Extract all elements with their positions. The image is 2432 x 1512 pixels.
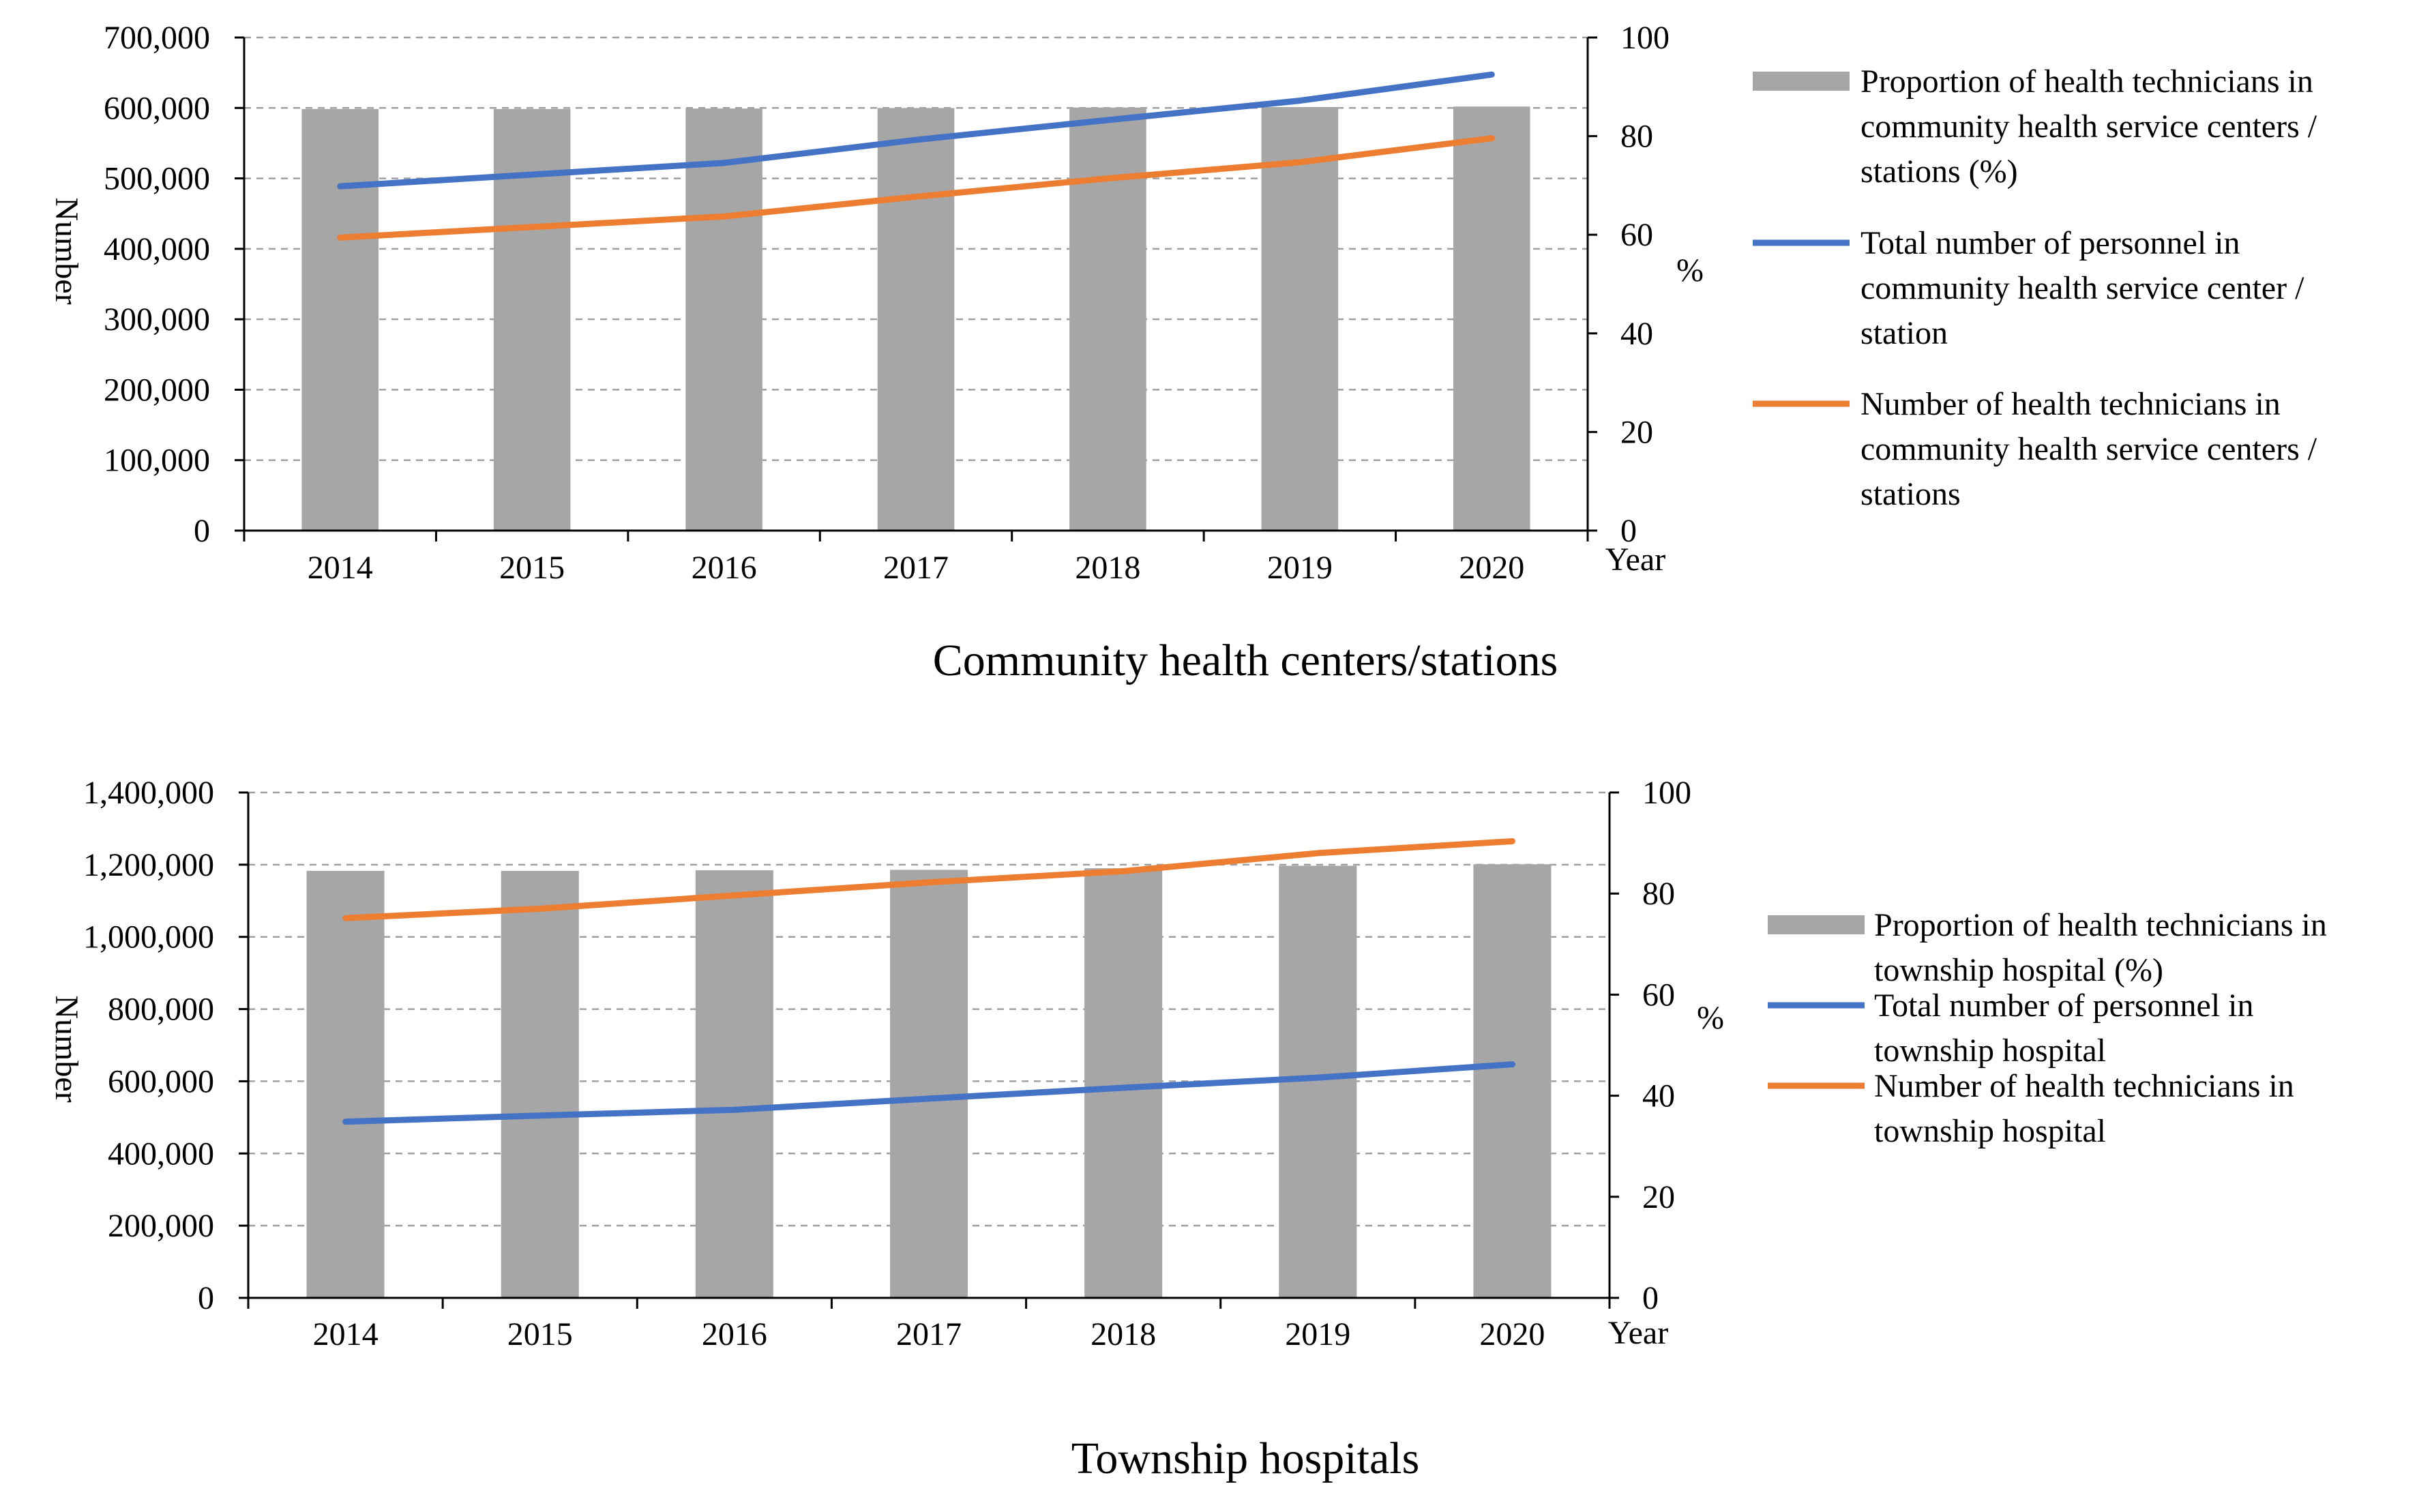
legend-item: Number of health technicians in community… bbox=[1753, 386, 2317, 512]
y-tick-label: 200,000 bbox=[108, 1208, 214, 1244]
bar-2017 bbox=[889, 870, 968, 1298]
legend-label: stations (%) bbox=[1860, 153, 2018, 190]
y2-tick-label: 20 bbox=[1642, 1179, 1675, 1215]
legend-item: Total number of personnel in community he… bbox=[1753, 225, 2304, 351]
y-axis-title: Number bbox=[48, 995, 85, 1102]
y-tick-label: 500,000 bbox=[104, 161, 210, 197]
x-tick-label-2018: 2018 bbox=[1091, 1316, 1156, 1352]
legend-label: township hospital (%) bbox=[1874, 952, 2163, 988]
x-tick-label-2018: 2018 bbox=[1075, 550, 1140, 586]
y-tick-label: 100,000 bbox=[104, 443, 210, 479]
legend-label: Number of health technicians in bbox=[1874, 1068, 2294, 1104]
legend-label: Total number of personnel in bbox=[1874, 988, 2254, 1024]
legend-label: township hospital bbox=[1874, 1033, 2106, 1069]
y-axis-title: Number bbox=[48, 197, 85, 304]
y-tick-label: 600,000 bbox=[104, 90, 210, 126]
x-tick-label-2017: 2017 bbox=[883, 550, 949, 586]
legend-label: Total number of personnel in bbox=[1860, 225, 2240, 261]
legend-item: Proportion of health technicians in commu… bbox=[1753, 63, 2317, 190]
x-tick-label-2019: 2019 bbox=[1267, 550, 1333, 586]
y-tick-label: 400,000 bbox=[108, 1136, 214, 1172]
x-tick-label-2017: 2017 bbox=[896, 1316, 962, 1352]
series-line-total-personnel bbox=[337, 71, 1495, 190]
chart-title: Township hospitals bbox=[1071, 1434, 1420, 1483]
y-tick-label: 1,400,000 bbox=[83, 775, 214, 811]
x-tick-label-2020: 2020 bbox=[1459, 550, 1524, 586]
chart-township-hospitals: 0 200,000 400,000 600,000 800,000 1,000,000 1,… bbox=[48, 775, 2327, 1483]
y2-tick-label: 100 bbox=[1620, 20, 1670, 56]
y2-tick-label: 80 bbox=[1642, 876, 1675, 912]
series-line-total-personnel bbox=[342, 1061, 1515, 1125]
y2-tick-label: 80 bbox=[1620, 119, 1653, 155]
legend-swatch-bar bbox=[1753, 72, 1850, 91]
chart-community-health: 0 100,000 200,000 300,000 400,000 500,000 600,… bbox=[48, 20, 2317, 685]
bar-2020 bbox=[1453, 106, 1530, 531]
legend-label: Number of health technicians in bbox=[1860, 386, 2281, 422]
legend-item: Number of health technicians in township … bbox=[1768, 1068, 2294, 1149]
legend-label: Proportion of health technicians in bbox=[1874, 907, 2327, 943]
y2-tick-label: 0 bbox=[1642, 1280, 1659, 1316]
y2-tick-label: 40 bbox=[1620, 316, 1653, 352]
bar-2017 bbox=[877, 108, 955, 531]
bar-2018 bbox=[1084, 868, 1163, 1298]
y-tick-label: 400,000 bbox=[104, 231, 210, 267]
x-tick-label-2020: 2020 bbox=[1479, 1316, 1545, 1352]
series-line-health-technicians bbox=[337, 135, 1495, 241]
legend-label: station bbox=[1860, 315, 1948, 351]
series-line-health-technicians bbox=[342, 837, 1515, 921]
bar-2019 bbox=[1261, 106, 1339, 531]
legend-label: township hospital bbox=[1874, 1113, 2106, 1149]
legend-label: community health service centers / bbox=[1860, 431, 2317, 467]
y-tick-label: 1,000,000 bbox=[83, 919, 214, 955]
legend-item: Total number of personnel in township hos… bbox=[1768, 988, 2254, 1069]
y-tick-label: 200,000 bbox=[104, 372, 210, 408]
y2-tick-label: 20 bbox=[1620, 414, 1653, 450]
legend-item: Proportion of health technicians in towns… bbox=[1768, 907, 2327, 988]
legend-label: community health service center / bbox=[1860, 270, 2304, 306]
x-tick-label-2015: 2015 bbox=[507, 1316, 573, 1352]
y2-tick-label: 40 bbox=[1642, 1078, 1675, 1114]
y2-tick-label: 60 bbox=[1620, 217, 1653, 253]
bar-2015 bbox=[493, 108, 571, 531]
y-tick-label: 800,000 bbox=[108, 992, 214, 1028]
bar-2016 bbox=[695, 870, 773, 1298]
chart-title: Community health centers/stations bbox=[933, 636, 1558, 685]
y-tick-label: 1,200,000 bbox=[83, 847, 214, 883]
y-tick-label: 0 bbox=[194, 513, 210, 549]
legend-label: community health service centers / bbox=[1860, 108, 2317, 145]
x-axis-title: Year bbox=[1605, 542, 1665, 578]
y2-tick-label: 60 bbox=[1642, 977, 1675, 1013]
legend-label: stations bbox=[1860, 476, 1961, 512]
y2-tick-label: 0 bbox=[1620, 513, 1637, 549]
x-tick-label-2015: 2015 bbox=[499, 550, 565, 586]
legend-label: Proportion of health technicians in bbox=[1860, 63, 2313, 100]
legend-swatch-bar bbox=[1768, 915, 1865, 934]
x-tick-label-2019: 2019 bbox=[1285, 1316, 1350, 1352]
x-axis-title: Year bbox=[1608, 1315, 1668, 1351]
bar-2014 bbox=[306, 870, 385, 1298]
bar-2018 bbox=[1069, 107, 1146, 531]
x-tick-label-2014: 2014 bbox=[308, 550, 373, 586]
y2-axis-title: % bbox=[1676, 252, 1704, 288]
bar-2016 bbox=[685, 108, 762, 531]
x-tick-label-2016: 2016 bbox=[702, 1316, 767, 1352]
x-tick-label-2014: 2014 bbox=[313, 1316, 379, 1352]
bar-2014 bbox=[301, 108, 379, 531]
y-tick-label: 600,000 bbox=[108, 1063, 214, 1099]
y-tick-label: 0 bbox=[198, 1280, 214, 1316]
y2-tick-label: 100 bbox=[1642, 775, 1691, 811]
x-tick-label-2016: 2016 bbox=[692, 550, 757, 586]
y-tick-label: 700,000 bbox=[104, 20, 210, 56]
y2-axis-title: % bbox=[1697, 1000, 1724, 1036]
bar-2015 bbox=[501, 870, 579, 1298]
y-tick-label: 300,000 bbox=[104, 301, 210, 338]
bar-2020 bbox=[1473, 864, 1552, 1298]
